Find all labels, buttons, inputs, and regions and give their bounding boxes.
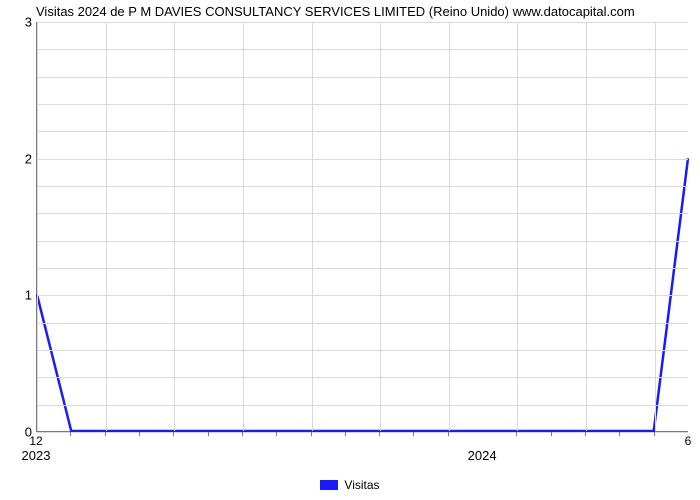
plot-area xyxy=(36,22,688,432)
x-axis-year-label: 2023 xyxy=(22,448,51,463)
gridline-vertical xyxy=(449,22,450,431)
gridline-horizontal xyxy=(37,186,688,187)
gridline-horizontal xyxy=(37,22,688,23)
gridline-horizontal xyxy=(37,241,688,242)
x-axis-minor-tick xyxy=(139,432,140,436)
gridline-horizontal xyxy=(37,405,688,406)
x-axis-minor-tick xyxy=(413,432,414,436)
gridline-horizontal xyxy=(37,432,688,433)
gridline-horizontal xyxy=(37,104,688,105)
gridline-vertical xyxy=(655,22,656,431)
gridline-horizontal xyxy=(37,377,688,378)
gridline-vertical xyxy=(517,22,518,431)
x-axis-minor-tick xyxy=(242,432,243,436)
x-axis-tick-label: 12 xyxy=(29,434,42,448)
gridline-horizontal xyxy=(37,268,688,269)
x-axis-minor-tick xyxy=(516,432,517,436)
x-axis-minor-tick xyxy=(585,432,586,436)
y-axis-tick-label: 3 xyxy=(8,15,32,30)
y-axis-tick-label: 1 xyxy=(8,288,32,303)
chart-root: Visitas 2024 de P M DAVIES CONSULTANCY S… xyxy=(0,0,700,500)
y-axis-tick-label: 2 xyxy=(8,151,32,166)
x-axis-minor-tick xyxy=(173,432,174,436)
line-series-svg xyxy=(37,22,688,431)
gridline-horizontal xyxy=(37,131,688,132)
x-axis-minor-tick xyxy=(654,432,655,436)
x-axis-minor-tick xyxy=(619,432,620,436)
gridline-vertical xyxy=(174,22,175,431)
gridline-vertical xyxy=(586,22,587,431)
chart-title: Visitas 2024 de P M DAVIES CONSULTANCY S… xyxy=(36,4,692,19)
gridline-vertical xyxy=(106,22,107,431)
x-axis-tick-label: 6 xyxy=(685,434,692,448)
legend: Visitas xyxy=(0,478,700,492)
x-axis-minor-tick xyxy=(276,432,277,436)
x-axis-minor-tick xyxy=(448,432,449,436)
x-axis-minor-tick xyxy=(311,432,312,436)
gridline-horizontal xyxy=(37,295,688,296)
x-axis-year-label: 2024 xyxy=(468,448,497,463)
gridline-vertical xyxy=(312,22,313,431)
gridline-vertical xyxy=(243,22,244,431)
x-axis-minor-tick xyxy=(208,432,209,436)
gridline-horizontal xyxy=(37,159,688,160)
gridline-horizontal xyxy=(37,350,688,351)
x-axis-minor-tick xyxy=(105,432,106,436)
legend-series-label: Visitas xyxy=(344,478,379,492)
x-axis-minor-tick xyxy=(551,432,552,436)
legend-swatch xyxy=(320,480,338,490)
gridline-horizontal xyxy=(37,49,688,50)
gridline-horizontal xyxy=(37,213,688,214)
x-axis-minor-tick xyxy=(70,432,71,436)
gridline-vertical xyxy=(380,22,381,431)
gridline-vertical xyxy=(37,22,38,431)
x-axis-minor-tick xyxy=(379,432,380,436)
gridline-horizontal xyxy=(37,323,688,324)
gridline-horizontal xyxy=(37,77,688,78)
x-axis-minor-tick xyxy=(345,432,346,436)
